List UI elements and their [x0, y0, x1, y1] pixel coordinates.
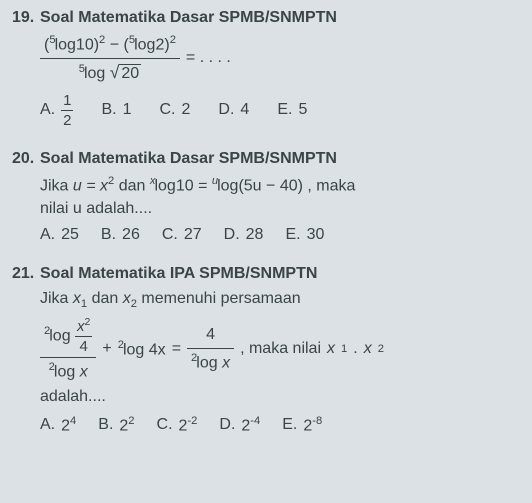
- problem-20: 20. Soal Matematika Dasar SPMB/SNMPTN Ji…: [12, 149, 520, 247]
- options-row: A.25 B.26 C.27 D.28 E.30: [40, 225, 520, 246]
- option-c: C.2: [160, 100, 191, 121]
- option-c: C.2-2: [157, 414, 198, 437]
- problem-header: 21. Soal Matematika IPA SPMB/SNMPTN: [12, 264, 520, 285]
- right-den: 2log x: [187, 349, 234, 374]
- option-d: D.2-4: [219, 414, 260, 437]
- option-d: D.4: [218, 100, 249, 121]
- problem-title: Soal Matematika Dasar SPMB/SNMPTN: [40, 8, 337, 29]
- problem-title: Soal Matematika Dasar SPMB/SNMPTN: [40, 149, 337, 170]
- problem-number: 20.: [12, 149, 40, 170]
- problem-body: Jika x1 dan x2 memenuhi persamaan 2log x…: [12, 289, 520, 437]
- option-e: E.2-8: [282, 414, 322, 437]
- option-b: B.22: [98, 414, 134, 437]
- problem-21: 21. Soal Matematika IPA SPMB/SNMPTN Jika…: [12, 264, 520, 437]
- option-c: C.27: [162, 225, 202, 246]
- problem-number: 19.: [12, 8, 40, 29]
- option-e: E.5: [277, 100, 307, 121]
- problem-text: Jika x1 dan x2 memenuhi persamaan: [40, 289, 520, 312]
- numerator: (5log10)2 − (5log2)2: [40, 33, 180, 59]
- option-a: A.24: [40, 414, 76, 437]
- problem-header: 19. Soal Matematika Dasar SPMB/SNMPTN: [12, 8, 520, 29]
- denominator: 5log √20: [40, 59, 180, 85]
- option-a: A. 1 2: [40, 91, 73, 131]
- option-e: E.30: [285, 225, 324, 246]
- problem-text: Jika u = x2 dan xlog10 = ulog(5u − 40) ,…: [40, 174, 520, 197]
- problem-header: 20. Soal Matematika Dasar SPMB/SNMPTN: [12, 149, 520, 170]
- problem-title: Soal Matematika IPA SPMB/SNMPTN: [40, 264, 317, 285]
- problem-number: 21.: [12, 264, 40, 285]
- problem-text-2: nilai u adalah....: [40, 199, 520, 220]
- option-a: A.25: [40, 225, 79, 246]
- option-d: D.28: [224, 225, 264, 246]
- options-row: A.24 B.22 C.2-2 D.2-4 E.2-8: [40, 414, 520, 437]
- options-row: A. 1 2 B.1 C.2 D.4 E.5: [40, 91, 520, 131]
- option-b: B.26: [101, 225, 140, 246]
- option-a-fraction: 1 2: [61, 91, 73, 131]
- option-b: B.1: [101, 100, 131, 121]
- left-den: 2log x: [40, 358, 96, 383]
- inner-frac: x2 4: [75, 316, 92, 357]
- left-num: 2log x2 4: [40, 316, 96, 358]
- left-fraction: 2log x2 4 2log x: [40, 316, 96, 383]
- equation: 2log x2 4 2log x + 2log 4x = 4 2log x: [40, 316, 520, 383]
- problem-19: 19. Soal Matematika Dasar SPMB/SNMPTN (5…: [12, 8, 520, 131]
- equation: (5log10)2 − (5log2)2 5log √20 = . . . .: [40, 33, 520, 85]
- equals-dots: = . . . .: [186, 48, 231, 69]
- problem-body: Jika u = x2 dan xlog10 = ulog(5u − 40) ,…: [12, 174, 520, 247]
- problem-body: (5log10)2 − (5log2)2 5log √20 = . . . . …: [12, 33, 520, 131]
- problem-text-3: adalah....: [40, 387, 520, 408]
- mid-term: 2log 4x: [118, 338, 166, 361]
- main-fraction: (5log10)2 − (5log2)2 5log √20: [40, 33, 180, 85]
- right-fraction: 4 2log x: [187, 325, 234, 374]
